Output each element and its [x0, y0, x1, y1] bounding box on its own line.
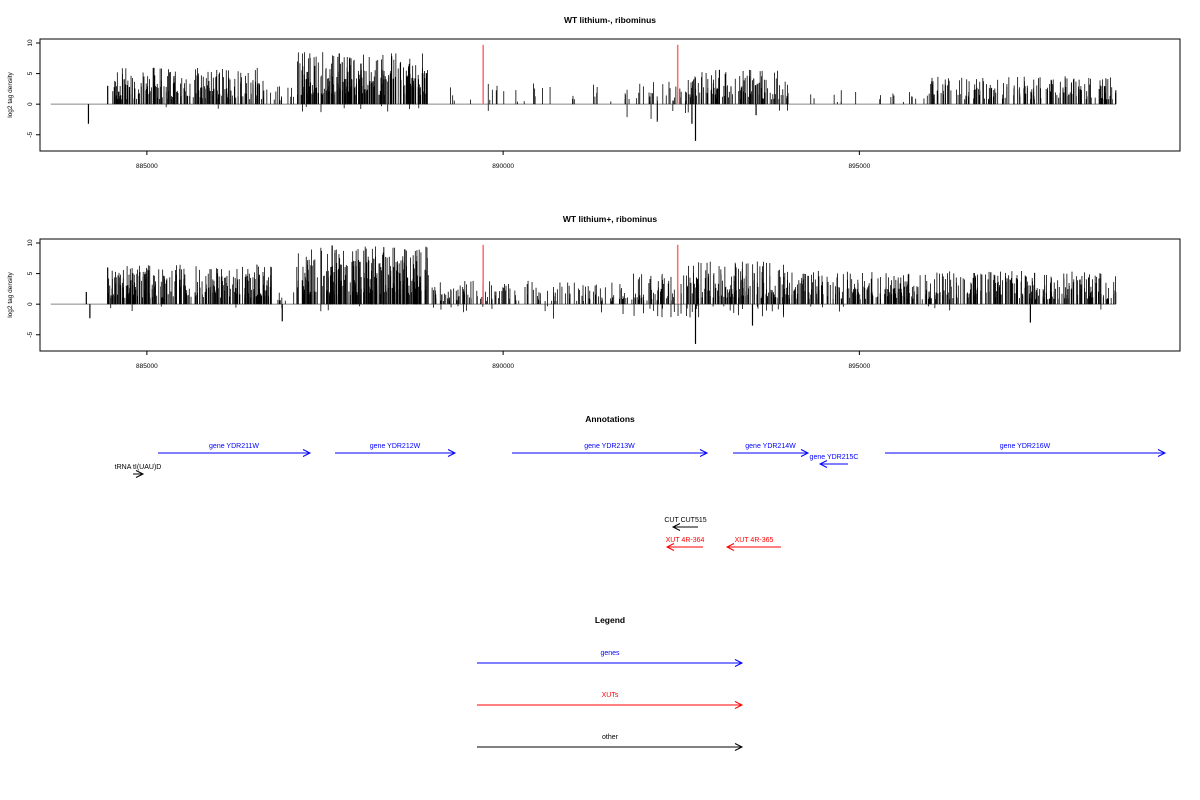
- feature-label: gene YDR216W: [1000, 443, 1051, 450]
- x-axis: 885000 890000 895000: [136, 351, 871, 370]
- y-tick-label: 5: [27, 71, 34, 75]
- legend-label: genes: [600, 650, 620, 657]
- legend-arrow-head: [734, 659, 744, 667]
- legend: Legend genes XUTs other: [477, 615, 744, 751]
- x-tick-label: 885000: [136, 363, 158, 370]
- legend-label: XUTs: [602, 692, 619, 699]
- feature-arrow-head: [818, 460, 828, 468]
- feature-arrow-head: [699, 449, 709, 457]
- feature-arrow-head: [671, 523, 681, 531]
- plot-frame: [39, 238, 1181, 352]
- y-tick-label: -5: [27, 131, 34, 137]
- feature-label: CUT CUT515: [664, 517, 706, 524]
- feature-label: tRNA tI(UAU)D: [115, 464, 162, 471]
- plot-frame: [39, 38, 1181, 152]
- legend-arrow-head: [734, 701, 744, 709]
- y-tick-label: 10: [27, 39, 34, 47]
- legend-label: other: [602, 734, 619, 741]
- legend-arrow-head: [734, 743, 744, 751]
- annotations-track: Annotations gene YDR211W gene YDR212W gene…: [115, 414, 1167, 551]
- feature-arrow-head: [447, 449, 457, 457]
- feature-label: gene YDR212W: [370, 443, 421, 450]
- x-tick-label: 885000: [136, 163, 158, 170]
- feature-arrow-head: [302, 449, 312, 457]
- track-panel-lithium-plus: WT lithium+, ribominus log2 tag density …: [7, 214, 1181, 370]
- feature-label: gene YDR214W: [745, 443, 796, 450]
- y-axis-label: log2 tag density: [7, 71, 14, 117]
- feature-label: gene YDR213W: [584, 443, 635, 450]
- feature-label: XUT 4R-365: [735, 537, 774, 544]
- panel-title: WT lithium-, ribominus: [564, 15, 656, 25]
- y-axis: 10 5 0 -5: [27, 239, 40, 338]
- legend-title: Legend: [595, 615, 625, 625]
- x-tick-label: 890000: [492, 163, 514, 170]
- feature-arrows: gene YDR211W gene YDR212W gene YDR213W gene…: [115, 443, 1167, 551]
- y-axis: 10 5 0 -5: [27, 39, 40, 138]
- y-tick-label: 0: [27, 102, 34, 106]
- y-tick-label: 0: [27, 302, 34, 306]
- feature-arrow-head: [1157, 449, 1167, 457]
- y-tick-label: 10: [27, 239, 34, 247]
- feature-arrow-head: [725, 543, 735, 551]
- x-tick-label: 895000: [849, 163, 871, 170]
- feature-label: XUT 4R-364: [666, 537, 705, 544]
- x-axis: 885000 890000 895000: [136, 151, 871, 170]
- legend-items: genes XUTs other: [477, 650, 744, 751]
- panel-title: WT lithium+, ribominus: [563, 214, 657, 224]
- feature-arrow-head: [665, 543, 675, 551]
- density-bars: [50, 44, 1117, 141]
- x-tick-label: 890000: [492, 363, 514, 370]
- y-axis-label: log2 tag density: [7, 271, 14, 317]
- x-tick-label: 895000: [849, 363, 871, 370]
- feature-label: gene YDR215C: [810, 454, 859, 461]
- feature-arrow-head: [800, 449, 810, 457]
- feature-label: gene YDR211W: [209, 443, 259, 450]
- feature-arrow-head: [135, 470, 145, 478]
- track-panel-lithium-minus: WT lithium-, ribominus log2 tag density …: [7, 15, 1181, 170]
- density-bars: [50, 244, 1117, 344]
- y-tick-label: 5: [27, 271, 34, 275]
- annotations-title: Annotations: [585, 414, 635, 424]
- y-tick-label: -5: [27, 331, 34, 337]
